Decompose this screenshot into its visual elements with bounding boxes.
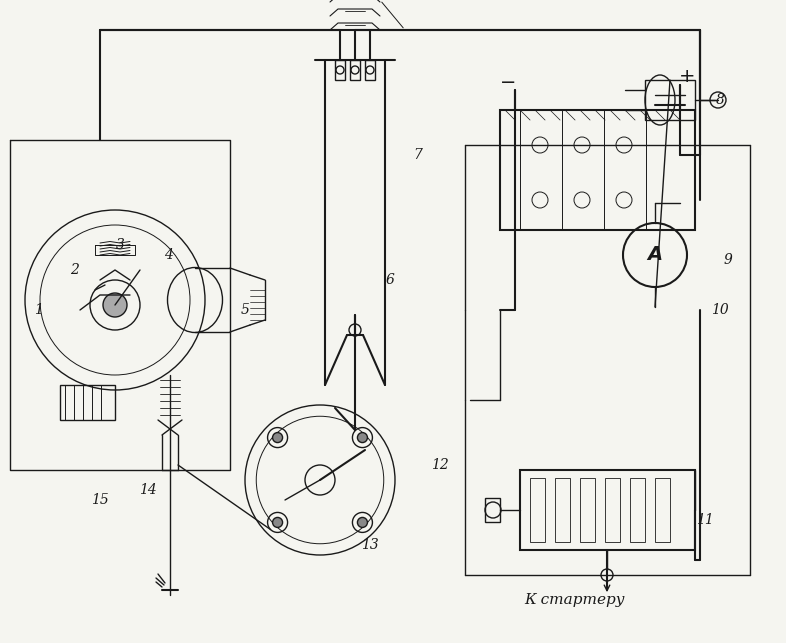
Text: A: A [648,246,663,264]
Text: +: + [679,67,696,86]
Text: 10: 10 [711,303,729,317]
Text: 1: 1 [34,303,42,317]
Bar [335,60,345,80]
Text: К стартеру: К стартеру [525,593,626,607]
Bar [365,60,375,80]
Text: 6: 6 [386,273,395,287]
Bar [520,470,695,550]
Circle shape [273,518,283,527]
Bar [580,478,595,542]
Text: 2: 2 [71,263,79,277]
Bar [60,385,115,420]
Text: 11: 11 [696,513,714,527]
Bar [605,478,620,542]
Text: 13: 13 [361,538,379,552]
Text: 4: 4 [163,248,172,262]
Circle shape [273,433,283,442]
Bar [485,498,500,522]
Bar [555,478,570,542]
Bar [500,110,695,230]
Text: 7: 7 [413,148,422,162]
Bar [350,60,360,80]
Text: 5: 5 [241,303,249,317]
Text: 12: 12 [432,458,449,472]
Text: 9: 9 [724,253,733,267]
Circle shape [103,293,127,317]
Text: 14: 14 [139,483,157,497]
Bar [530,478,545,542]
Bar [655,478,670,542]
Circle shape [358,518,367,527]
Text: 8: 8 [715,93,725,107]
Text: −: − [500,73,516,92]
Bar [630,478,645,542]
Bar [645,80,695,120]
Text: 15: 15 [91,493,109,507]
Text: 3: 3 [116,238,124,252]
Circle shape [358,433,367,442]
